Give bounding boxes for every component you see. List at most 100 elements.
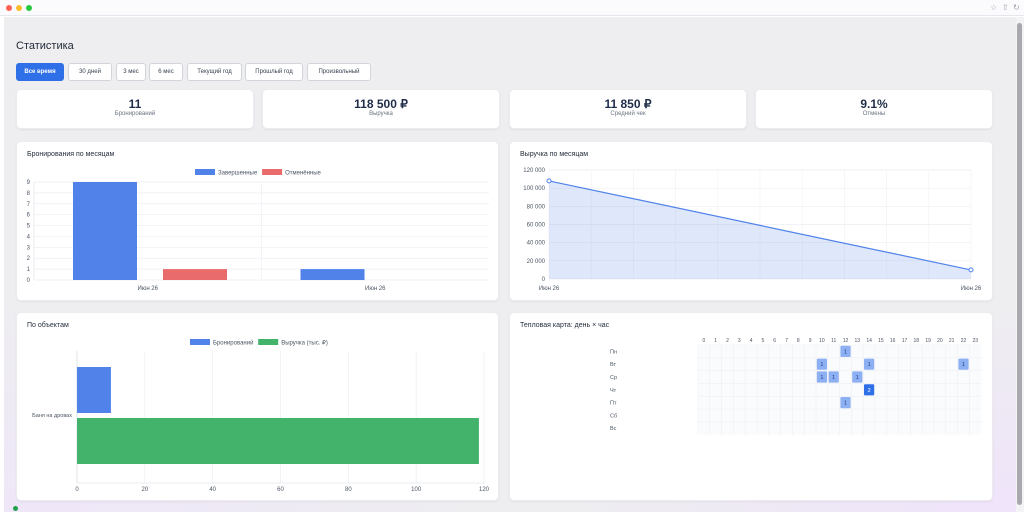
stat-value: 118 500 ₽ — [354, 97, 408, 111]
card-title: Тепловая карта: день × час — [520, 322, 610, 329]
heatmap-cell — [958, 358, 969, 370]
y-tick-label: 60 000 — [527, 223, 546, 229]
day-label: Вс — [610, 426, 617, 432]
stat-card-bookings: 11 Бронирований — [16, 89, 254, 129]
close-window-dot[interactable] — [6, 5, 12, 11]
page-scrollbar[interactable] — [1016, 17, 1024, 512]
bookings-by-month-card: Бронирования по месяцам Завершенные Отмен… — [16, 141, 499, 301]
revenue-by-month-card: Выручка по месяцам 0 20 000 40 000 60 000 80… — [509, 141, 993, 301]
bar-Завершенные — [300, 269, 365, 280]
y-tick-label: 9 — [27, 180, 31, 186]
filter-all-time-button[interactable]: Все время — [16, 63, 64, 81]
filter-custom-button[interactable]: Произвольный — [307, 63, 371, 81]
heatmap-cell — [864, 384, 875, 396]
by-objects-card: По объектам Бронирований Выручка (тыс. ₽)… — [16, 312, 499, 501]
heatmap-cell — [840, 345, 851, 357]
stat-card-revenue: 118 500 ₽ Выручка — [262, 89, 500, 129]
hour-label: 15 — [878, 338, 884, 344]
minimize-window-dot[interactable] — [16, 5, 22, 11]
hour-label: 7 — [785, 338, 788, 344]
data-point — [546, 178, 552, 184]
legend-swatch-0 — [190, 339, 210, 345]
x-tick-label: Июн 26 — [539, 286, 560, 292]
category-label: Баня на дровах — [32, 413, 72, 419]
revenue-area-chart: 0 20 000 40 000 60 000 80 000 100 000 120 000 И… — [523, 168, 982, 292]
filter-30-days-button[interactable]: 30 дней — [68, 63, 112, 81]
stat-label: Средний чек — [610, 111, 646, 117]
bar-Завершенные — [73, 182, 137, 280]
hour-label: 10 — [819, 338, 825, 344]
heatmap-cell-value: 1 — [962, 362, 965, 368]
maximize-window-dot[interactable] — [26, 5, 32, 11]
y-tick-label: 20 000 — [527, 259, 546, 265]
legend-label-1: Выручка (тыс. ₽) — [281, 340, 328, 347]
hour-label: 2 — [726, 338, 729, 344]
stat-label: Выручка — [369, 111, 393, 117]
hour-label: 9 — [809, 338, 812, 344]
filter-current-year-button[interactable]: Текущий год — [187, 63, 242, 81]
heatmap-cell — [864, 358, 875, 370]
objects-horizontal-bar-chart: Бронирований Выручка (тыс. ₽) 0 20 40 60 80 100… — [32, 339, 490, 493]
day-label: Чт — [610, 388, 617, 394]
y-tick-label: 0 — [27, 278, 31, 284]
heatmap-cell-value: 1 — [868, 362, 871, 368]
bar-Отменённые — [163, 269, 227, 280]
heatmap-cell — [852, 371, 863, 383]
page-viewport: Статистика Все время 30 дней 3 мес 6 мес… — [4, 17, 1016, 512]
filter-6-months-button[interactable]: 6 мес — [149, 63, 183, 81]
legend-label-1: Отменённые — [285, 171, 321, 177]
hour-label: 23 — [973, 338, 979, 344]
stat-card-average-check: 11 850 ₽ Средний чек — [509, 89, 747, 129]
hour-label: 11 — [831, 338, 836, 344]
star-icon[interactable]: ☆ — [990, 3, 998, 12]
filter-3-months-button[interactable]: 3 мес — [116, 63, 146, 81]
day-label: Сб — [610, 413, 617, 419]
card-title: По объектам — [27, 322, 69, 329]
y-tick-label: 40 000 — [527, 241, 546, 247]
heatmap-cell-value: 1 — [856, 375, 859, 381]
series-line — [548, 180, 972, 271]
bar-bookings — [77, 367, 111, 413]
x-tick-label: 100 — [411, 487, 422, 493]
card-title: Бронирования по месяцам — [27, 151, 115, 158]
hour-label: 16 — [890, 338, 896, 344]
scrollbar-thumb[interactable] — [1017, 23, 1022, 505]
hour-label: 12 — [843, 338, 849, 344]
bookings-bar-chart: Завершенные Отменённые 0 1 2 3 4 5 6 7 8 9 Июн 26 Июн… — [27, 169, 489, 292]
x-tick-label: Июн 26 — [365, 286, 386, 292]
status-indicator-dot — [13, 506, 18, 511]
reload-icon[interactable]: ↻ — [1013, 3, 1020, 12]
hour-label: 13 — [855, 338, 861, 344]
legend-label-0: Завершенные — [218, 171, 258, 177]
hour-label: 21 — [949, 338, 955, 344]
legend-label-0: Бронирований — [213, 340, 253, 347]
y-tick-label: 2 — [27, 256, 31, 262]
stat-value: 11 850 ₽ — [604, 97, 652, 111]
hour-label: 22 — [961, 338, 967, 344]
y-tick-label: 100 000 — [523, 186, 545, 192]
y-tick-label: 6 — [27, 213, 31, 219]
x-tick-label: Июн 26 — [138, 286, 159, 292]
share-icon[interactable]: ⇧ — [1002, 3, 1009, 12]
bar-revenue — [77, 418, 479, 464]
x-tick-label: 0 — [75, 487, 79, 493]
card-title: Выручка по месяцам — [520, 151, 589, 158]
y-tick-label: 0 — [542, 277, 546, 283]
hour-label: 17 — [902, 338, 908, 344]
x-tick-label: 60 — [277, 487, 284, 493]
day-label: Вт — [610, 362, 616, 368]
stat-label: Отмены — [862, 111, 886, 117]
hour-label: 4 — [750, 338, 753, 344]
data-point — [968, 267, 974, 273]
heatmap-card: Тепловая карта: день × час 0 1 2 3 4 5 6 7 8 9 10 1… — [509, 312, 993, 501]
hour-label: 3 — [738, 338, 741, 344]
heatmap-cell — [816, 358, 827, 370]
heatmap-cell — [840, 397, 851, 409]
x-tick-label: 20 — [141, 487, 148, 493]
area-fill — [549, 180, 971, 279]
stat-value: 11 — [128, 97, 142, 111]
filter-last-year-button[interactable]: Прошлый год — [245, 63, 303, 81]
y-tick-label: 5 — [27, 224, 31, 230]
x-tick-label: 80 — [345, 487, 352, 493]
x-tick-label: Июн 26 — [961, 286, 982, 292]
